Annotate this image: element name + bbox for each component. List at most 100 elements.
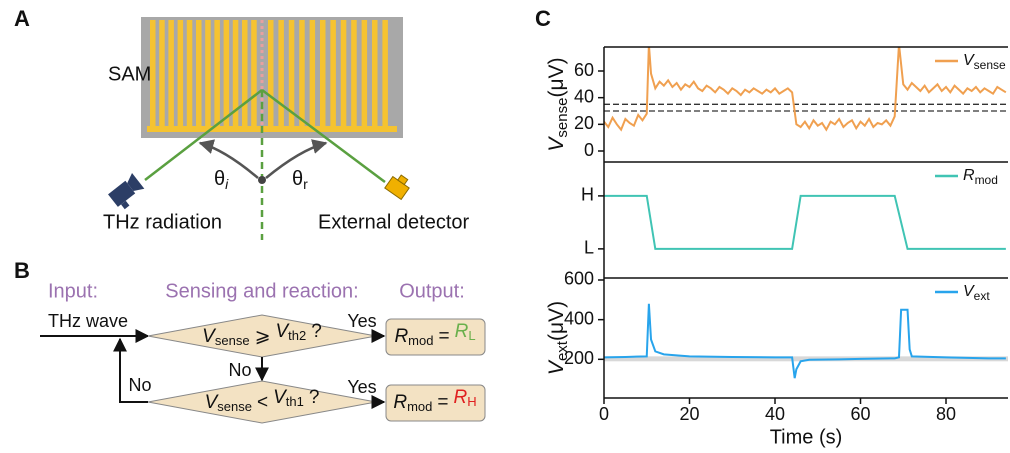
y-tick-label: 400 [564, 308, 594, 328]
data-line [604, 194, 1006, 250]
angle-symbol: θ [214, 168, 225, 190]
formula-part: = [438, 326, 449, 347]
formula-part: ⩾ [255, 326, 271, 347]
angle-sub: i [225, 176, 229, 192]
reflected-beam [261, 88, 386, 184]
formula-part: R [455, 321, 469, 342]
formula-part: R [394, 326, 408, 347]
legend-sub: ext [974, 289, 991, 303]
subscript: H [467, 394, 476, 409]
y-title-part: (μV) [545, 57, 568, 97]
electrode [382, 20, 388, 130]
column-header: Sensing and reaction: [165, 280, 358, 302]
legend-name: V [963, 52, 975, 69]
electrode [299, 20, 305, 130]
diagram: A SAM θi θr THz radiation External detec… [14, 6, 470, 240]
legend-sub: sense [974, 58, 1006, 72]
y-title-sub: sense [554, 98, 571, 138]
panel-label: B [14, 258, 30, 283]
formula-part: V [273, 387, 288, 408]
detector-icon [384, 174, 410, 201]
angle-symbol: θ [292, 168, 303, 190]
baseline-band [604, 356, 1008, 362]
panel-label: C [535, 6, 551, 31]
edge-label: Yes [347, 311, 376, 331]
x-axis-title: Time (s) [770, 426, 843, 448]
legend-label: Vsense [963, 52, 1006, 72]
electrode [330, 20, 336, 130]
pivot [258, 176, 266, 184]
formula: Vsense ⩾ Vth2? [202, 321, 322, 348]
electrode [168, 20, 174, 130]
subscript: sense [217, 399, 252, 414]
electrode [288, 20, 295, 130]
legend-name: R [963, 167, 975, 184]
panel-label: A [14, 6, 30, 31]
arrow [113, 337, 148, 403]
x-tick-label: 80 [936, 404, 956, 424]
formula-part: V [275, 321, 290, 342]
input-label: THz wave [48, 311, 128, 331]
legend-sub: mod [975, 173, 998, 187]
y-tick-label: 600 [564, 269, 594, 289]
data-line [604, 303, 1006, 379]
y-title-part: V [545, 136, 568, 152]
electrode [320, 20, 326, 130]
y-tick-label: 200 [564, 348, 594, 368]
electrode [205, 20, 211, 130]
formula-part: ? [309, 387, 320, 408]
formula: Vsense < Vth1? [205, 387, 320, 414]
y-axis-title: Vext(μV) [545, 301, 571, 375]
electrode [242, 20, 248, 130]
electrode [268, 20, 274, 130]
formula-part: V [205, 392, 220, 413]
y-title-part: V [545, 359, 568, 375]
y-tick-label: 0 [584, 140, 594, 160]
angle-sub: r [303, 176, 308, 192]
source-label: THz radiation [103, 211, 222, 233]
electrode [278, 20, 284, 130]
electrode [340, 20, 347, 130]
legend-label: Vext [963, 283, 990, 303]
y-tick-label: 40 [574, 86, 594, 106]
legend-name: V [963, 283, 975, 300]
subscript: sense [215, 333, 250, 348]
electrode [159, 20, 165, 130]
subscript: mod [407, 399, 432, 414]
subscript: mod [408, 333, 433, 348]
legend-label: Rmod [963, 167, 998, 187]
y-tick-label: 60 [574, 60, 594, 80]
x-tick-label: 60 [850, 404, 870, 424]
electrode [150, 20, 156, 130]
electrode-bus [147, 126, 397, 132]
output-box [385, 318, 486, 356]
electrode [372, 20, 378, 130]
y-title-sub: ext [554, 340, 571, 361]
electrode [309, 20, 316, 130]
y-tick-label: H [581, 185, 594, 205]
incident-beam [144, 89, 263, 181]
x-tick-label: 20 [679, 404, 699, 424]
angle-arc [265, 139, 328, 179]
y-tick-label: L [584, 238, 594, 258]
formula-part: < [257, 392, 268, 413]
column-header: Output: [399, 280, 465, 302]
subscript: th2 [288, 328, 306, 343]
detector-label: External detector [318, 211, 470, 233]
electrode [351, 20, 357, 130]
electrode [251, 20, 257, 130]
angle-label: θr [292, 168, 308, 191]
subscript: L [468, 328, 475, 343]
edge-label: Yes [347, 377, 376, 397]
angle-label: θi [214, 168, 229, 191]
electrode [196, 20, 202, 130]
x-tick-label: 40 [765, 404, 785, 424]
formula: Rmod = RL [394, 321, 475, 348]
output-box [385, 384, 486, 422]
electrode [186, 20, 193, 130]
electrode [214, 20, 220, 130]
electrode [177, 20, 184, 130]
edge-label: No [128, 375, 151, 395]
